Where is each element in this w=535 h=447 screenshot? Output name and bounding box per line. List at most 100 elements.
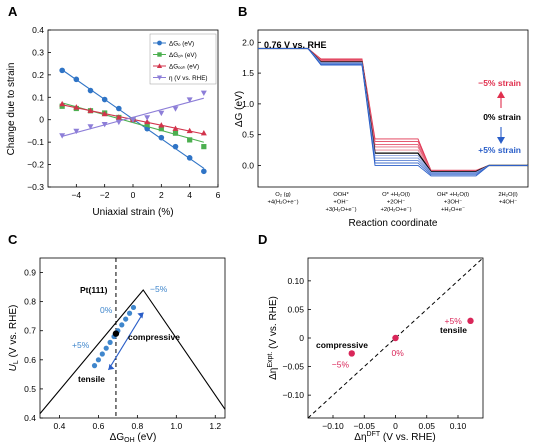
panel-b-step-label: +4(H₂O+e⁻) [267,200,298,206]
panel-d: D −0.10 −0.05 0 0.05 0.10 −0.10 −0.05 0 0.05 0.10… [258,232,484,443]
panel-a-point-dgooh [200,129,207,136]
panel-a-point-eta [101,122,108,128]
panel-c-xtick-label: 0.6 [93,421,105,431]
panel-a-legend-marker [157,40,162,46]
panel-a-legend-label: ΔGₒₒₕ (eV) [169,64,199,71]
panel-c-point [91,363,98,369]
panel-c-arrow-head-high [137,312,144,319]
panel-c-ytick-label: 0.8 [24,297,36,307]
panel-c-xtick-label: 1.2 [209,421,221,431]
panel-a-xtick-label: 0 [131,190,136,200]
panel-c-arrow-head-low [108,363,115,370]
panel-c-label-plus5: +5% [72,340,90,350]
panel-b-step-label: +4OH⁻ [499,200,517,206]
panel-a-legend-marker [156,63,163,68]
panel-a-point-dgooh [158,122,165,128]
panel-c-point [107,339,113,345]
panel-b-step-label: +2(H₂O+e⁻) [380,207,411,213]
panel-a-letter: A [8,4,18,19]
panel-c-xtick-label: 0.8 [131,421,143,431]
panel-b-step-label: OOH* [333,192,349,198]
panel-a-legend: ΔGₒ (eV) ΔGₒₕ (eV) ΔGₒₒₕ (eV) η (V vs. RHE) [149,33,217,85]
panel-a-point-dgoh [144,121,150,127]
panel-b-ytick-label: 1.5 [242,68,254,78]
panel-d-label-0: 0% [392,348,405,358]
panel-b-step-label: +2OH⁻ [387,200,405,206]
panel-a-point-eta [115,119,122,126]
panel-c-ytick-label: 0.5 [24,384,36,394]
panel-a-point-dgooh [172,125,179,131]
panel-b-arrow-down-head [497,137,505,144]
panel-b-plot-frame [257,29,529,188]
panel-b-step-label: O₂ (g) [275,192,291,198]
panel-a-ytick-label: 0.3 [32,47,44,57]
panel-d-xtick-label: 0 [393,421,398,431]
panel-a-ytick-label: 0.4 [32,25,44,35]
panel-a-point-dgo [201,168,207,175]
panel-a-ytick-label: −0.2 [27,160,44,170]
panel-d-ylabel: ΔηExpt. (V vs. RHE) [267,296,279,380]
panel-a-ytick-label: 0.1 [32,92,44,102]
panel-c-point [123,316,129,322]
panel-c-point [130,304,137,311]
panel-a-point-dgoh [158,126,164,132]
panel-a-ylabel: Change due to strain [6,63,17,156]
panel-a-point-dgo [101,96,108,103]
panel-b-voltage-note: 0.76 V vs. RHE [264,40,327,50]
panel-d-ytick-label: −0.10 [282,390,304,400]
panel-a-legend-label: η (V vs. RHE) [169,75,208,82]
panel-a-point-eta [144,115,151,121]
panel-a-point-dgo [116,105,122,112]
panel-b-ytick-label: 1.0 [242,99,254,109]
panel-b-ytick-label: 2.0 [242,37,254,47]
panel-a-fit-line [62,97,204,137]
panel-a-point-dgo [186,155,193,161]
panel-a-point-eta [186,97,193,103]
panel-a-point-eta [87,124,94,130]
panel-c-ytick-label: 0.6 [24,355,36,365]
panel-a-point-eta [200,90,207,96]
panel-c-point [95,357,102,363]
panel-a-point-dgooh [73,104,80,110]
panel-a-point-dgoh [201,144,207,150]
panel-d-label-tensile: tensile [440,325,467,335]
panel-a-ytick-label: −0.1 [27,137,44,147]
panel-c-point [99,351,105,357]
panel-d-xtick-label: −0.05 [353,421,375,431]
panel-d-ytick-label: 0.05 [287,304,304,314]
panel-d-xtick-label: 0.10 [450,421,467,431]
panel-b-ytick-label: 0.0 [242,160,254,170]
panel-c-point [119,322,125,328]
panel-a-point-eta [59,133,66,139]
panel-b-letter: B [238,4,247,19]
panel-c-label-tensile: tensile [78,374,105,384]
panel-a-point-dgo [158,134,165,141]
panel-a-point-dgoh [187,137,193,143]
panel-c-point [103,345,109,351]
panel-a-xlabel: Uniaxial strain (%) [92,207,173,218]
panel-a-point-dgoh [59,103,65,109]
panel-a-legend-label: ΔGₒ (eV) [169,41,194,48]
panel-a-point-dgooh [186,127,193,134]
panel-a-point-dgo [172,143,179,150]
panel-a-ytick-label: −0.3 [27,182,44,192]
panel-c-plot-frame [39,257,226,419]
panel-d-label-minus5: −5% [332,359,350,369]
panel-c-xlabel: ΔGOH (eV) [110,432,157,444]
panel-b-ytick-label: 0.5 [242,130,254,140]
panel-a-point-dgo [87,87,94,94]
panel-c-point [126,310,133,316]
panel-c-volcano-line [39,289,226,414]
panel-a-xtick-label: 6 [216,190,221,200]
panel-c-ytick-label: 0.7 [24,326,36,336]
panel-a-point-eta [73,128,80,135]
panel-b-step-label: +OH⁻ [333,200,348,206]
panel-d-point [392,334,399,342]
panel-b-label-0: 0% strain [483,112,521,122]
panel-a-ytick-label: 0 [39,115,44,125]
panel-a: A −4 −2 0 2 4 6 −0.3 −0.2 −0.1 0 0.1 0.2 0.3 0.4 ΔGₒ … [6,4,221,218]
panel-a-point-eta [158,110,165,117]
panel-c-label-minus5: −5% [150,284,168,294]
panel-a-xtick-label: 2 [159,190,164,200]
